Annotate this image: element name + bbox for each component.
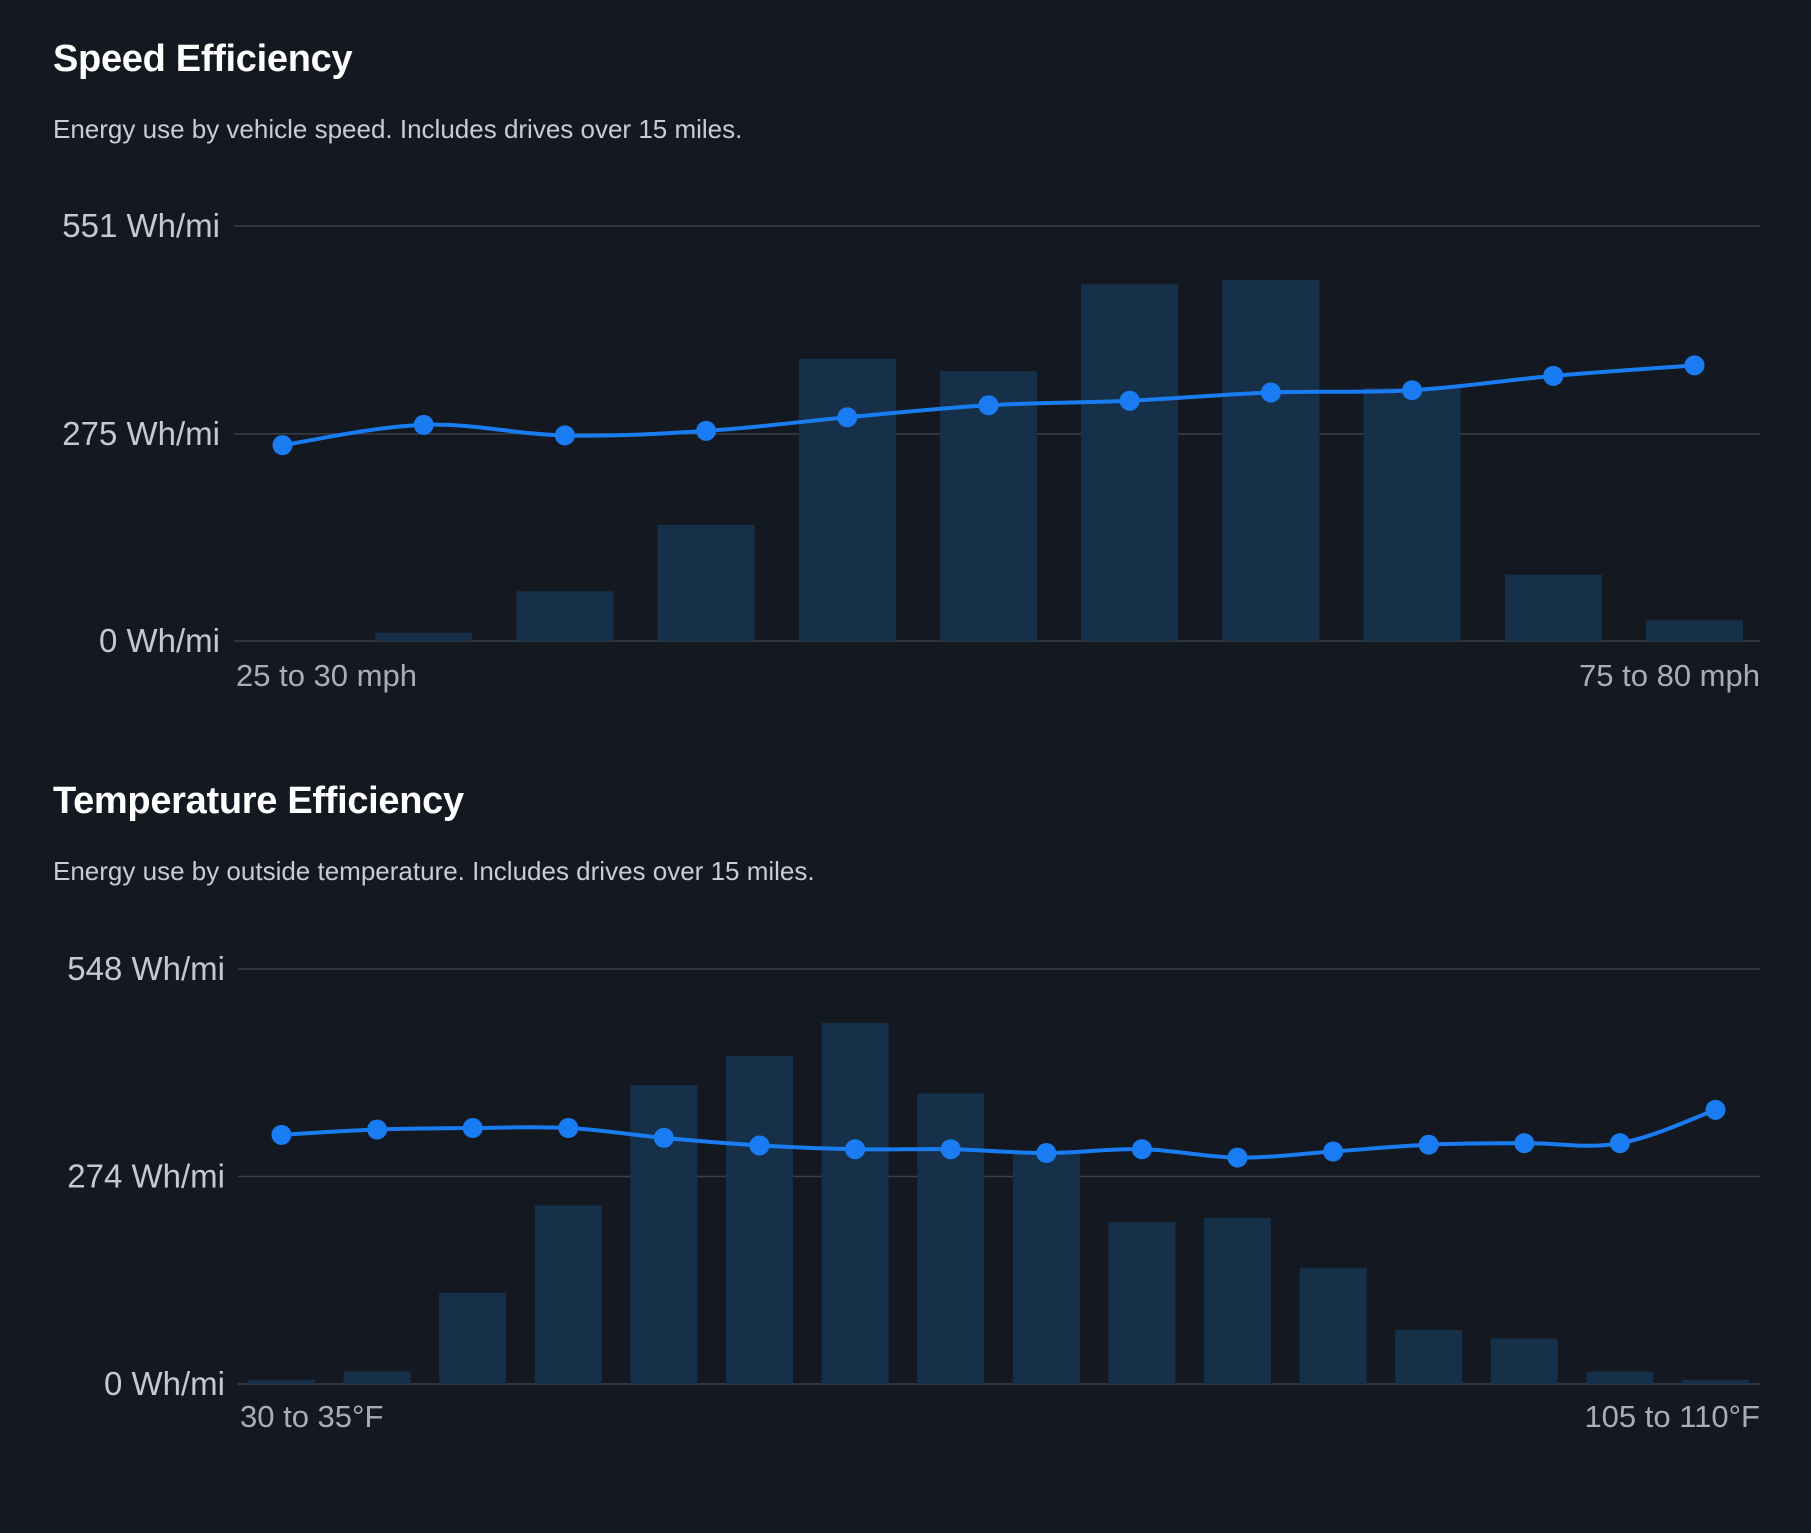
speed-data-point	[1543, 365, 1564, 386]
temperature-data-point	[749, 1135, 770, 1156]
speed-data-point	[696, 420, 717, 441]
temperature-bar	[1490, 1338, 1558, 1384]
temperature-data-point	[940, 1139, 961, 1160]
temperature-efficiency-title: Temperature Efficiency	[53, 780, 464, 822]
temperature-data-point	[367, 1119, 388, 1140]
speed-data-point	[978, 395, 999, 416]
speed-data-point	[837, 407, 858, 428]
temperature-data-point	[462, 1118, 483, 1139]
speed-data-point	[1260, 382, 1281, 403]
speed-data-point	[554, 425, 575, 446]
speed-data-point	[1402, 380, 1423, 401]
temperature-bar	[1012, 1151, 1080, 1384]
temperature-data-point	[1705, 1099, 1726, 1120]
speed-bar	[516, 591, 614, 641]
temperature-x-tick-label-end: 105 to 110°F	[1584, 1399, 1760, 1434]
temperature-data-point	[1227, 1147, 1248, 1168]
speed-bar	[375, 632, 473, 641]
temperature-bar	[248, 1379, 315, 1384]
temperature-bar	[1682, 1379, 1749, 1384]
temperature-efficiency-chart: 548 Wh/mi 274 Wh/mi 0 Wh/mi 30 to 35°F 105 t…	[67, 950, 1760, 1434]
temperature-data-point	[558, 1118, 579, 1139]
speed-data-point	[272, 435, 293, 456]
temperature-y-tick-label: 274 Wh/mi	[67, 1158, 225, 1195]
temperature-bar	[1108, 1222, 1176, 1384]
speed-data-point	[1684, 355, 1705, 376]
temperature-efficiency-subtitle: Energy use by outside temperature. Inclu…	[53, 856, 815, 886]
temperature-bar	[534, 1205, 602, 1384]
speed-bar	[657, 524, 755, 641]
temperature-bar	[343, 1371, 411, 1384]
temperature-data-point	[653, 1127, 674, 1148]
speed-x-tick-label-end: 75 to 80 mph	[1579, 658, 1760, 693]
speed-data-point	[413, 414, 434, 435]
temperature-x-tick-label-start: 30 to 35°F	[240, 1399, 383, 1434]
speed-data-point	[1119, 390, 1140, 411]
speed-y-tick-label: 0 Wh/mi	[99, 622, 220, 659]
speed-bar	[940, 371, 1037, 641]
temperature-data-point	[1323, 1141, 1344, 1162]
temperature-data-point	[1514, 1133, 1535, 1154]
speed-x-tick-label-start: 25 to 30 mph	[236, 658, 417, 693]
temperature-bar	[726, 1056, 793, 1384]
temperature-bar	[439, 1292, 507, 1384]
speed-efficiency-chart: 551 Wh/mi 275 Wh/mi 0 Wh/mi 25 to 30 mph 75 …	[62, 207, 1760, 693]
temperature-data-point	[1036, 1143, 1057, 1164]
speed-bar	[1504, 574, 1602, 641]
temperature-y-tick-label: 548 Wh/mi	[67, 950, 225, 987]
speed-bar	[1363, 387, 1461, 641]
temperature-data-point	[271, 1124, 292, 1145]
temperature-data-point	[1609, 1133, 1630, 1154]
speed-y-tick-label: 551 Wh/mi	[62, 207, 220, 244]
speed-efficiency-subtitle: Energy use by vehicle speed. Includes dr…	[53, 114, 743, 144]
speed-bar	[1222, 279, 1320, 641]
temperature-bar	[1395, 1330, 1463, 1384]
temperature-data-point	[1418, 1134, 1439, 1155]
speed-bar	[1646, 620, 1743, 641]
temperature-data-point	[845, 1139, 866, 1160]
temperature-efficiency-line	[279, 1107, 1718, 1160]
temperature-bar	[1299, 1267, 1367, 1384]
temperature-data-point	[1131, 1139, 1152, 1160]
temperature-bar	[1586, 1371, 1654, 1384]
temperature-bar	[917, 1093, 985, 1384]
speed-efficiency-title: Speed Efficiency	[53, 38, 353, 80]
temperature-y-tick-label: 0 Wh/mi	[104, 1365, 225, 1402]
speed-bar	[1081, 284, 1179, 641]
speed-y-tick-label: 275 Wh/mi	[62, 415, 220, 452]
temperature-bar	[1204, 1218, 1271, 1384]
temperature-bar	[821, 1022, 889, 1384]
speed-bar	[798, 358, 896, 641]
